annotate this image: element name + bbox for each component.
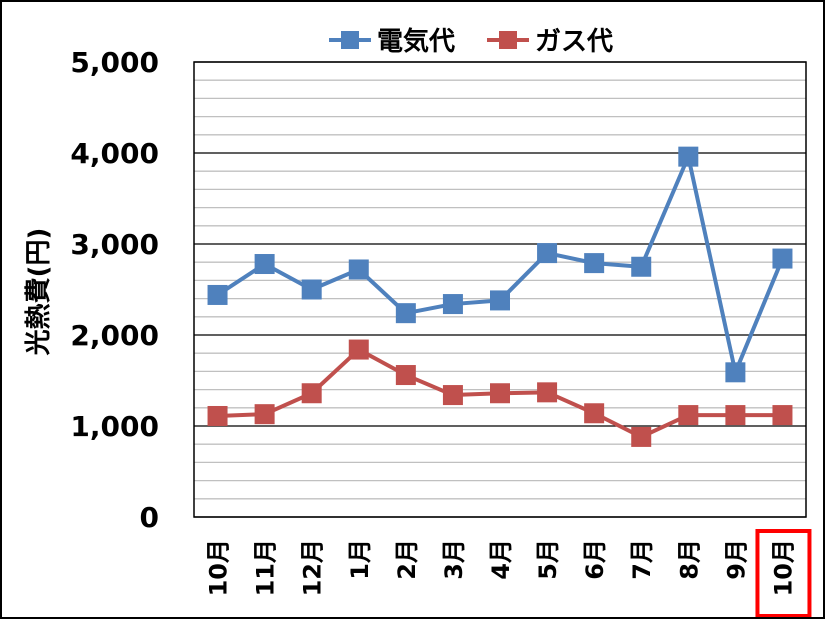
y-tick-label: 2,000	[70, 319, 159, 352]
x-tick-label: 5月	[534, 539, 562, 580]
x-tick-label: 11月	[252, 539, 280, 596]
x-tick-label: 8月	[675, 539, 703, 580]
y-tick-label: 1,000	[70, 410, 159, 443]
highlight-box	[755, 529, 812, 617]
data-point-1-7	[537, 382, 558, 403]
x-tick-label: 2月	[393, 539, 421, 580]
data-point-1-11	[725, 405, 746, 426]
y-axis-label: 光熱費(円)	[24, 228, 54, 357]
data-point-0-1	[254, 254, 275, 275]
data-point-1-12	[772, 405, 793, 426]
legend-label-1: ガス代	[535, 27, 613, 57]
data-point-1-9	[631, 426, 652, 447]
data-point-1-10	[678, 405, 699, 426]
data-point-1-6	[490, 383, 510, 404]
data-point-1-0	[207, 405, 228, 426]
plot-area	[193, 61, 807, 518]
data-point-1-8	[584, 403, 605, 424]
data-point-1-2	[301, 383, 322, 404]
data-point-0-4	[395, 303, 416, 324]
data-point-0-9	[631, 256, 652, 277]
data-point-1-4	[395, 365, 416, 386]
y-tick-label: 5,000	[70, 46, 159, 79]
x-tick-label: 7月	[628, 539, 656, 580]
y-tick-label: 4,000	[70, 137, 159, 170]
x-tick-label: 10月	[205, 539, 233, 596]
x-tick-label: 9月	[722, 539, 750, 580]
data-point-1-3	[348, 339, 369, 360]
x-tick-label: 3月	[440, 539, 468, 580]
data-point-0-12	[772, 248, 793, 269]
data-point-0-7	[537, 243, 558, 264]
legend-label-0: 電気代	[377, 26, 455, 57]
x-tick-label: 1月	[346, 539, 374, 580]
data-point-0-3	[348, 259, 369, 280]
y-tick-label: 3,000	[70, 228, 159, 261]
x-tick-label: 4月	[487, 539, 515, 580]
data-point-0-8	[584, 253, 605, 274]
legend-marker-1	[499, 31, 517, 49]
legend-marker-0	[341, 31, 359, 49]
data-point-1-5	[442, 385, 463, 406]
data-point-0-10	[678, 146, 699, 167]
y-tick-label: 0	[140, 501, 159, 534]
x-tick-label: 6月	[581, 539, 609, 580]
data-point-0-6	[490, 290, 510, 311]
x-tick-label: 12月	[299, 539, 327, 596]
x-tick-label: 10月	[769, 539, 797, 596]
data-point-0-2	[301, 279, 322, 300]
data-point-0-0	[207, 284, 228, 305]
data-point-0-11	[725, 362, 746, 383]
data-point-1-1	[254, 404, 275, 425]
data-point-0-5	[442, 294, 463, 315]
